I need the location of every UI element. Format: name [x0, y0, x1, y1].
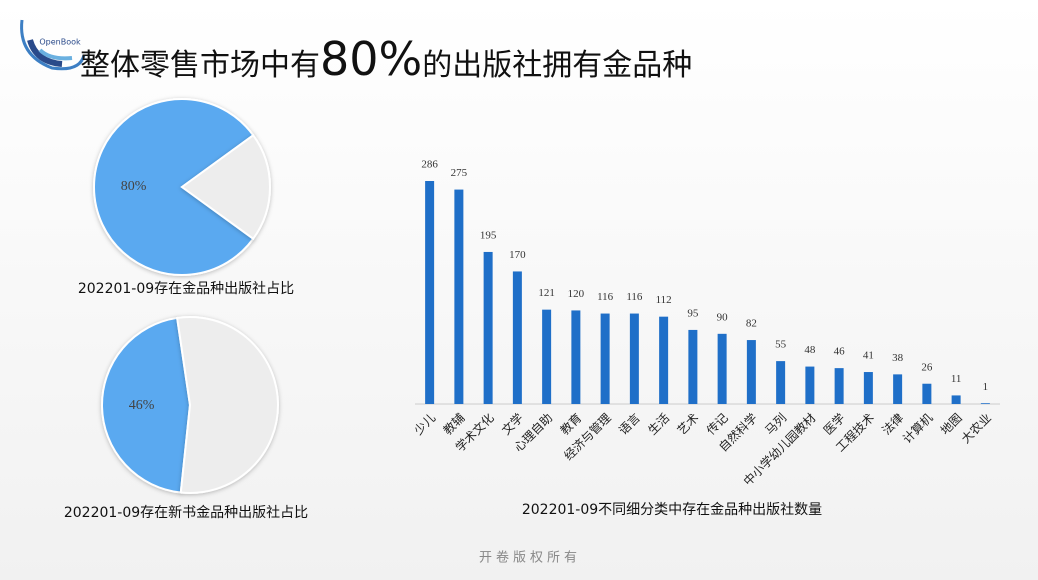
bar — [805, 366, 815, 404]
data-label: 38 — [892, 352, 904, 364]
slide-title: 整体零售市场中有80%的出版社拥有金品种 — [80, 32, 692, 86]
bar — [512, 271, 522, 404]
chart-title: 202201-09存在金品种出版社占比 — [78, 281, 294, 297]
data-label: 48 — [804, 344, 816, 356]
bar — [659, 316, 669, 404]
bar — [980, 403, 990, 404]
title-part: 整体零售市场中有 — [80, 48, 320, 83]
bar — [893, 374, 903, 404]
data-label: 1 — [983, 381, 989, 393]
bar — [717, 333, 727, 404]
bar — [483, 251, 493, 404]
bar — [454, 189, 464, 404]
bar — [600, 313, 610, 404]
bar — [951, 395, 961, 404]
data-label: 80% — [121, 179, 147, 194]
data-label: 116 — [626, 291, 643, 303]
footer: 开卷版权所有 — [479, 550, 581, 566]
data-label: 41 — [863, 350, 874, 362]
bar — [834, 368, 844, 404]
pie-slice — [101, 316, 192, 494]
pie-slice — [93, 98, 255, 276]
data-label: 55 — [775, 339, 787, 351]
bar — [746, 340, 756, 404]
data-label: 46 — [834, 346, 846, 358]
data-label: 90 — [717, 311, 729, 323]
data-label: 95 — [687, 307, 699, 319]
data-label: 116 — [597, 291, 614, 303]
pie-slice — [176, 316, 279, 494]
data-label: 112 — [656, 294, 672, 306]
data-label: 11 — [951, 373, 962, 385]
data-label: 195 — [480, 229, 497, 241]
data-label: 170 — [509, 249, 526, 261]
data-label: 26 — [921, 361, 933, 373]
logo-mark — [20, 19, 86, 71]
bar — [922, 383, 932, 404]
title-part: 的出版社拥有金品种 — [422, 48, 692, 83]
data-label: 82 — [746, 318, 757, 330]
chart-title: 202201-09存在新书金品种出版社占比 — [64, 505, 308, 521]
bar — [629, 313, 639, 404]
bar — [542, 309, 552, 404]
data-label: 286 — [421, 159, 438, 171]
data-label: 121 — [538, 287, 555, 299]
pie-slice — [180, 133, 271, 241]
logo-text: OpenBook — [39, 38, 81, 47]
data-label: 120 — [568, 288, 585, 300]
chart-title: 202201-09不同细分类中存在金品种出版社数量 — [522, 502, 822, 518]
title-highlight: 80% — [320, 32, 422, 86]
bar — [571, 310, 581, 404]
bar — [863, 372, 873, 404]
bar — [425, 181, 435, 404]
data-label: 275 — [451, 167, 468, 179]
bar — [776, 361, 786, 404]
data-label: 46% — [129, 398, 155, 413]
bar — [688, 329, 698, 404]
